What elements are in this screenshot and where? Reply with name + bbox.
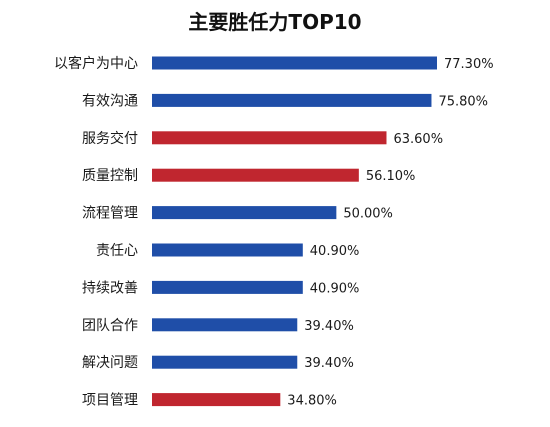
value-label: 56.10%	[366, 169, 416, 184]
bar	[152, 168, 359, 182]
bar	[152, 56, 437, 70]
bar	[152, 280, 303, 294]
category-label: 有效沟通	[82, 93, 138, 109]
category-label: 以客户为中心	[54, 55, 138, 72]
category-label: 责任心	[96, 243, 138, 259]
value-label: 50.00%	[343, 207, 393, 222]
value-label: 77.30%	[444, 57, 494, 72]
bar	[152, 318, 298, 332]
category-label: 团队合作	[82, 318, 138, 334]
value-label: 34.80%	[287, 394, 337, 409]
category-label: 解决问题	[82, 355, 138, 371]
category-label: 持续改善	[82, 279, 138, 296]
value-label: 39.40%	[304, 319, 354, 334]
bar	[152, 355, 298, 369]
category-label: 质量控制	[82, 168, 138, 184]
chart-title: 主要胜任力TOP10	[188, 10, 362, 34]
bar	[152, 93, 432, 107]
value-label: 75.80%	[438, 94, 488, 109]
category-label: 项目管理	[82, 393, 138, 409]
bar	[152, 393, 281, 407]
value-label: 39.40%	[304, 356, 354, 371]
value-label: 63.60%	[393, 132, 443, 147]
bar	[152, 131, 387, 145]
value-label: 40.90%	[310, 244, 360, 259]
value-label: 40.90%	[310, 281, 360, 296]
category-label: 流程管理	[82, 206, 138, 222]
bar	[152, 243, 303, 257]
category-label: 服务交付	[82, 130, 138, 147]
bar	[152, 206, 337, 220]
